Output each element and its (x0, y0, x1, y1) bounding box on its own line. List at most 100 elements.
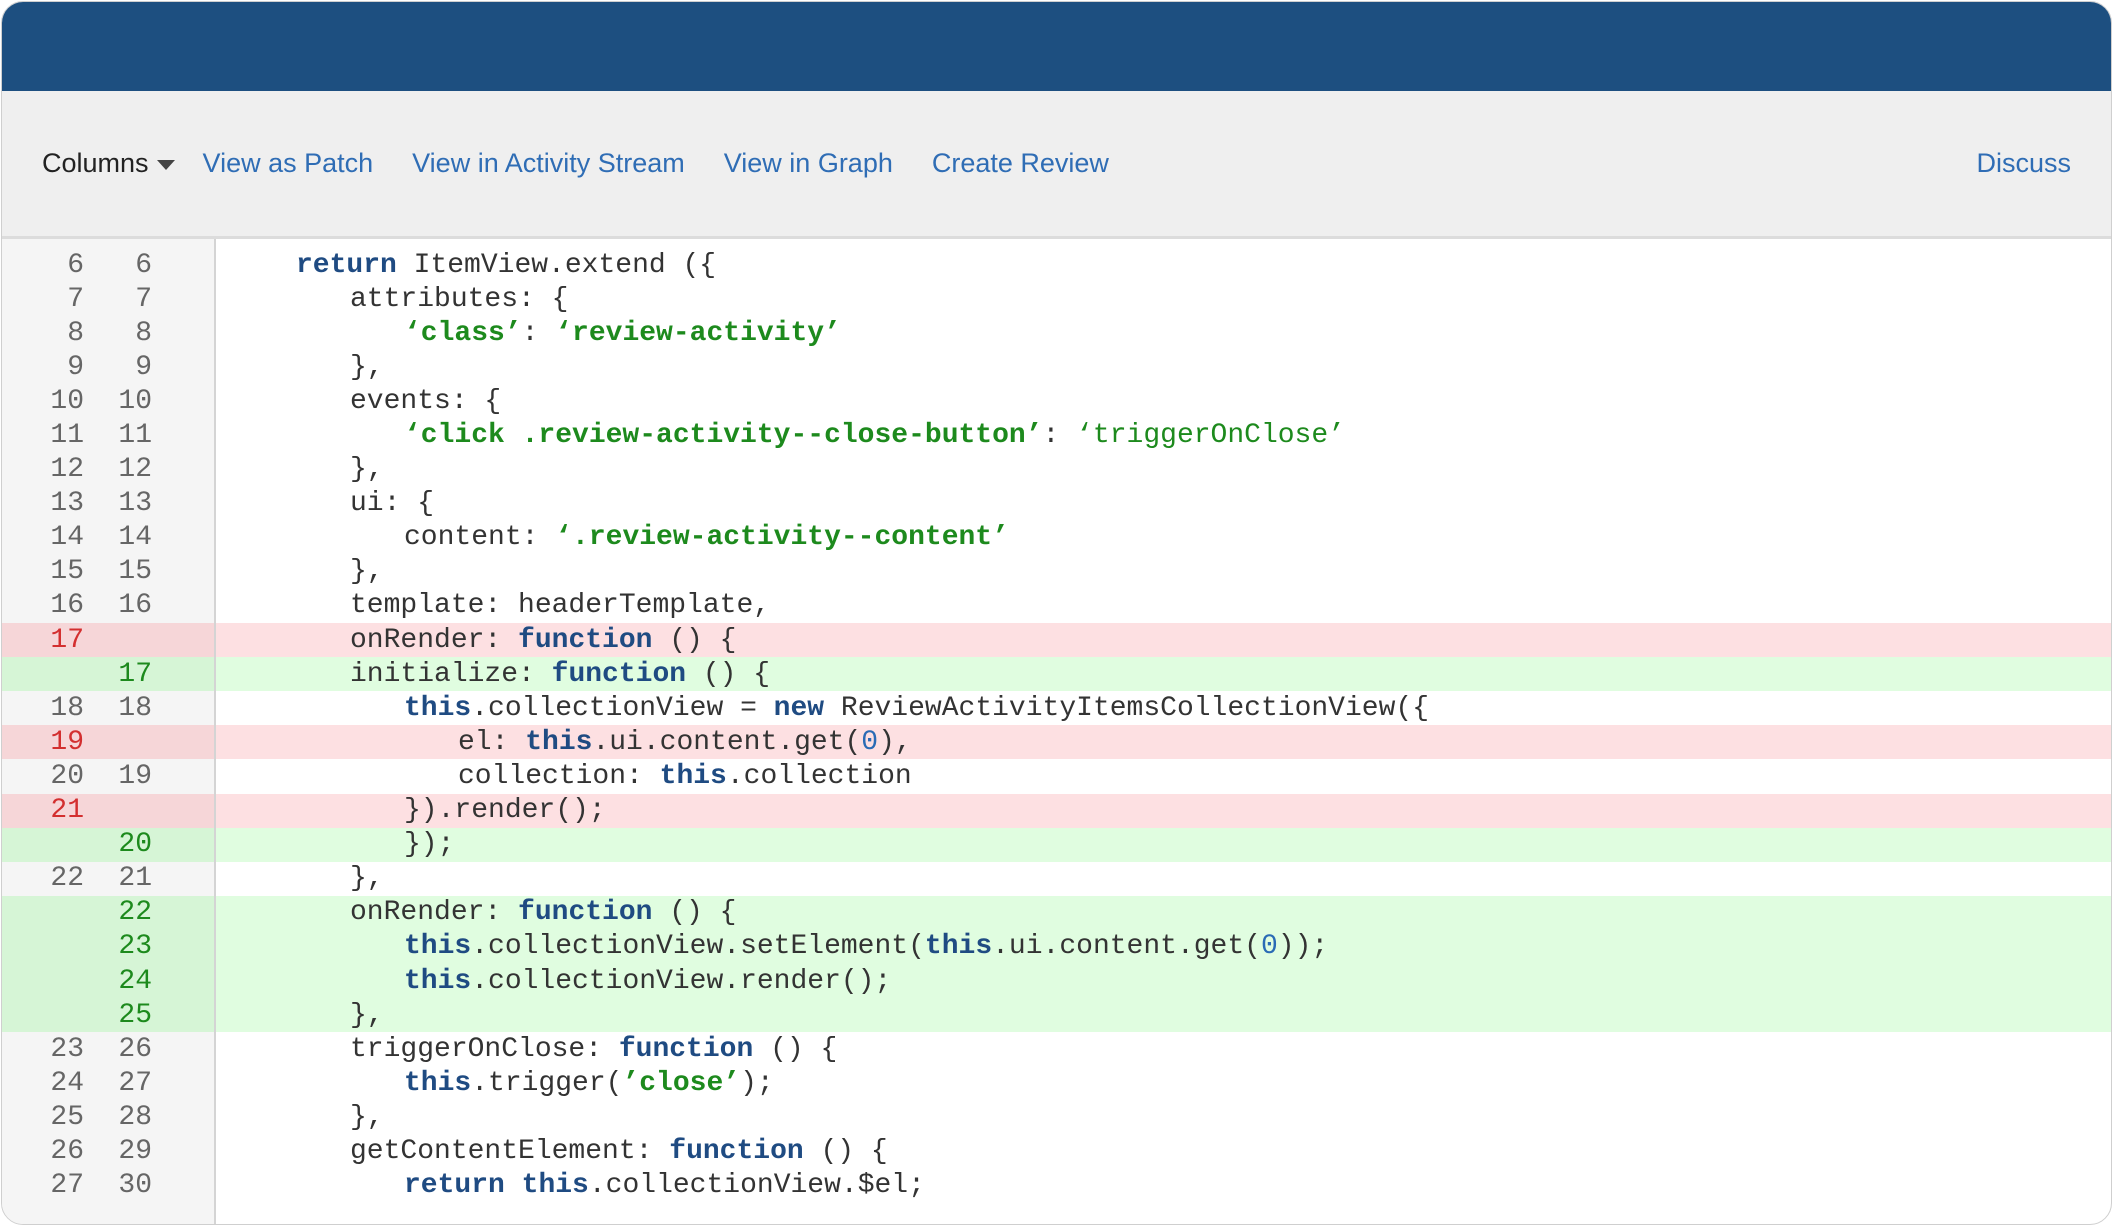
context-line: 6 6 return ItemView.extend ({ (2, 248, 2111, 283)
keyword-token: function (518, 897, 653, 929)
string-token: ’close’ (622, 1067, 741, 1099)
keyword-token: function (518, 624, 653, 656)
code-token: ItemView.extend ({ (396, 249, 717, 281)
new-line-number: 24 (118, 965, 152, 997)
create-review-link[interactable]: Create Review (931, 148, 1109, 178)
keyword-token: this (404, 965, 472, 997)
keyword-token: this (404, 931, 472, 963)
context-line: 23 26 triggerOnClose: function () { (2, 1032, 2111, 1067)
code-token: attributes: { (350, 283, 569, 315)
code-token: }, (350, 556, 384, 588)
deleted-line: 21 }).render(); (2, 793, 2111, 828)
keyword-token: return (296, 249, 397, 281)
code-token: collection: (458, 760, 660, 792)
code-line: initialize: function () { (216, 657, 2111, 691)
code-token: () { (803, 1135, 888, 1167)
code-line: }, (216, 453, 2111, 487)
code-line: }, (216, 1100, 2111, 1134)
diff-view: 6 6 return ItemView.extend ({7 7 attributes:… (2, 239, 2111, 1224)
columns-dropdown[interactable]: Columns (42, 148, 175, 179)
keyword-token: return (404, 1170, 505, 1202)
keyword-token: function (669, 1135, 804, 1167)
code-token: template: headerTemplate, (350, 590, 771, 622)
code-token: .collectionView.$el; (588, 1170, 925, 1202)
added-line: 22 onRender: function () { (2, 895, 2111, 930)
new-line-number: 26 (118, 1033, 152, 1065)
line-number-gutter: 23 (2, 929, 216, 964)
old-line-number: 6 (67, 249, 84, 281)
added-line: 20}); (2, 827, 2111, 862)
context-line: 9 9}, (2, 350, 2111, 385)
line-number-gutter: 24 27 (2, 1066, 216, 1101)
context-line: 26 29 getContentElement: function () { (2, 1134, 2111, 1169)
string-token: ‘click .review-activity--close-button’ (404, 420, 1043, 452)
old-line-number: 23 (50, 1033, 84, 1065)
line-number-gutter: 17 (2, 623, 216, 658)
new-line-number: 6 (135, 249, 152, 281)
old-line-number: 9 (67, 351, 84, 383)
code-line: }, (216, 555, 2111, 589)
view-as-patch-link[interactable]: View as Patch (202, 148, 374, 178)
keyword-token: function (618, 1033, 754, 1065)
code-line: }, (216, 862, 2111, 896)
code-token: el: (458, 726, 526, 758)
code-line: return ItemView.extend ({ (216, 248, 2111, 282)
added-line: 24 this .collectionView.render(); (2, 963, 2111, 999)
added-line: 17 initialize: function () { (2, 657, 2111, 692)
code-line: el: this .ui.content.get(0), (216, 725, 2111, 759)
deleted-line: 19 el: this .ui.content.get(0), (2, 725, 2111, 760)
code-token: .ui.content.get( (592, 726, 862, 758)
code-line: ui: { (216, 487, 2111, 521)
keyword-token: this (924, 931, 993, 963)
caret-down-icon (156, 159, 175, 170)
code-line: }, (216, 350, 2111, 384)
code-token: content: (404, 522, 556, 554)
line-number-gutter: 24 (2, 963, 216, 999)
string-token: ‘triggerOnClose’ (1076, 420, 1345, 452)
code-token: () { (652, 624, 737, 656)
old-line-number: 12 (50, 454, 84, 486)
old-line-number: 11 (50, 420, 84, 452)
discuss-link[interactable]: Discuss (1976, 148, 2071, 178)
context-line: 24 27 this .trigger(’close’); (2, 1066, 2111, 1101)
code-line: template: headerTemplate, (216, 589, 2111, 623)
code-token: getContentElement: (350, 1135, 670, 1167)
line-number-gutter: 12 12 (2, 452, 216, 487)
old-line-number: 16 (50, 590, 84, 622)
code-token: ); (740, 1067, 774, 1099)
context-line: 7 7 attributes: { (2, 282, 2111, 317)
old-line-number: 21 (50, 795, 84, 827)
old-line-number: 22 (50, 863, 84, 895)
code-line: collection: this .collection (216, 759, 2111, 793)
new-line-number: 30 (118, 1170, 152, 1202)
keyword-token: this (659, 760, 727, 792)
line-number-gutter: 26 29 (2, 1134, 216, 1169)
old-line-number: 24 (50, 1067, 84, 1099)
old-line-number: 10 (50, 385, 84, 417)
code-token: () { (686, 658, 771, 690)
line-number-gutter: 19 (2, 725, 216, 760)
code-token: () { (652, 897, 737, 929)
line-number-gutter: 13 13 (2, 486, 216, 521)
view-in-graph-link[interactable]: View in Graph (723, 148, 893, 178)
new-line-number: 13 (118, 488, 152, 520)
code-token: }).render(); (404, 795, 606, 827)
line-number-gutter: 27 30 (2, 1168, 216, 1203)
new-line-number: 15 (118, 556, 152, 588)
new-line-number: 7 (135, 283, 152, 315)
new-line-number: 27 (118, 1067, 152, 1099)
keyword-token: this (404, 692, 472, 724)
line-number-gutter: 22 (2, 895, 216, 930)
context-line: 27 30 return this .collectionView.$el; (2, 1168, 2111, 1203)
code-line: attributes: { (216, 282, 2111, 316)
old-line-number: 20 (50, 760, 84, 792)
code-token: )); (1277, 931, 1329, 963)
code-line: return this .collectionView.$el; (216, 1169, 2111, 1203)
view-in-activity-stream-link[interactable]: View in Activity Stream (412, 148, 685, 178)
keyword-token: this (525, 726, 593, 758)
string-token: ‘review-activity’ (555, 317, 841, 349)
number-token: 0 (861, 726, 879, 758)
